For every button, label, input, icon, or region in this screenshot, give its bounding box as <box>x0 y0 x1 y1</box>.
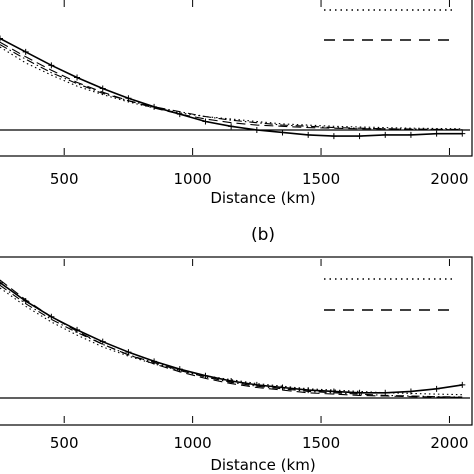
data-point <box>99 85 106 92</box>
plot-frame <box>0 0 473 157</box>
data-point <box>228 123 235 130</box>
x-tick-label: 1500 <box>302 170 340 188</box>
data-point <box>0 279 3 286</box>
data-point <box>202 118 209 125</box>
series-line-dash-dot <box>0 44 463 131</box>
data-point <box>253 381 260 388</box>
series-line-dash-dot <box>0 284 463 398</box>
x-tick-label: 1000 <box>174 170 212 188</box>
x-tick-label: 2000 <box>430 170 468 188</box>
data-point <box>382 131 389 138</box>
ticks-layer: 500 1000 1500 2000 <box>50 259 469 452</box>
data-point <box>459 381 466 388</box>
data-point <box>0 35 3 42</box>
panel-label: (b) <box>251 225 275 245</box>
legend <box>324 9 452 41</box>
series-layer <box>0 35 470 140</box>
data-point <box>330 133 337 140</box>
data-point <box>407 131 414 138</box>
x-tick-label: 500 <box>50 434 79 452</box>
series-line-crosses <box>0 282 463 394</box>
chart-panel-b: (b) 500 1000 1500 2000 Distance (km) <box>0 225 473 474</box>
data-point <box>356 133 363 140</box>
data-point <box>433 385 440 392</box>
x-tick-label: 1500 <box>302 434 340 452</box>
legend <box>324 278 452 311</box>
x-axis-label: Distance (km) <box>210 189 315 207</box>
data-point <box>459 130 466 137</box>
series-line-dashed <box>0 279 463 398</box>
series-line-dotted <box>0 46 463 130</box>
x-tick-label: 2000 <box>430 434 468 452</box>
data-point <box>330 388 337 395</box>
data-point <box>279 129 286 136</box>
x-axis-label: Distance (km) <box>210 456 315 474</box>
ticks-layer: 500 1000 1500 2000 <box>50 0 469 188</box>
data-point <box>305 131 312 138</box>
series-layer <box>0 279 470 399</box>
data-point <box>99 338 106 345</box>
x-tick-label: 500 <box>50 170 79 188</box>
data-point <box>22 48 29 55</box>
chart-panel-a: 500 1000 1500 2000 Distance (km) <box>0 0 473 207</box>
data-point <box>125 349 132 356</box>
data-point <box>305 387 312 394</box>
data-point <box>279 384 286 391</box>
series-line-dashed <box>0 41 463 131</box>
data-point <box>176 366 183 373</box>
data-point <box>253 127 260 133</box>
series-line-crosses <box>0 37 463 137</box>
plot-frame <box>0 256 473 426</box>
series-line-dotted <box>0 287 463 396</box>
x-tick-label: 1000 <box>174 434 212 452</box>
data-point <box>48 62 55 69</box>
data-point <box>228 377 235 384</box>
data-point <box>356 389 363 396</box>
data-point <box>74 74 81 81</box>
data-point <box>433 130 440 137</box>
